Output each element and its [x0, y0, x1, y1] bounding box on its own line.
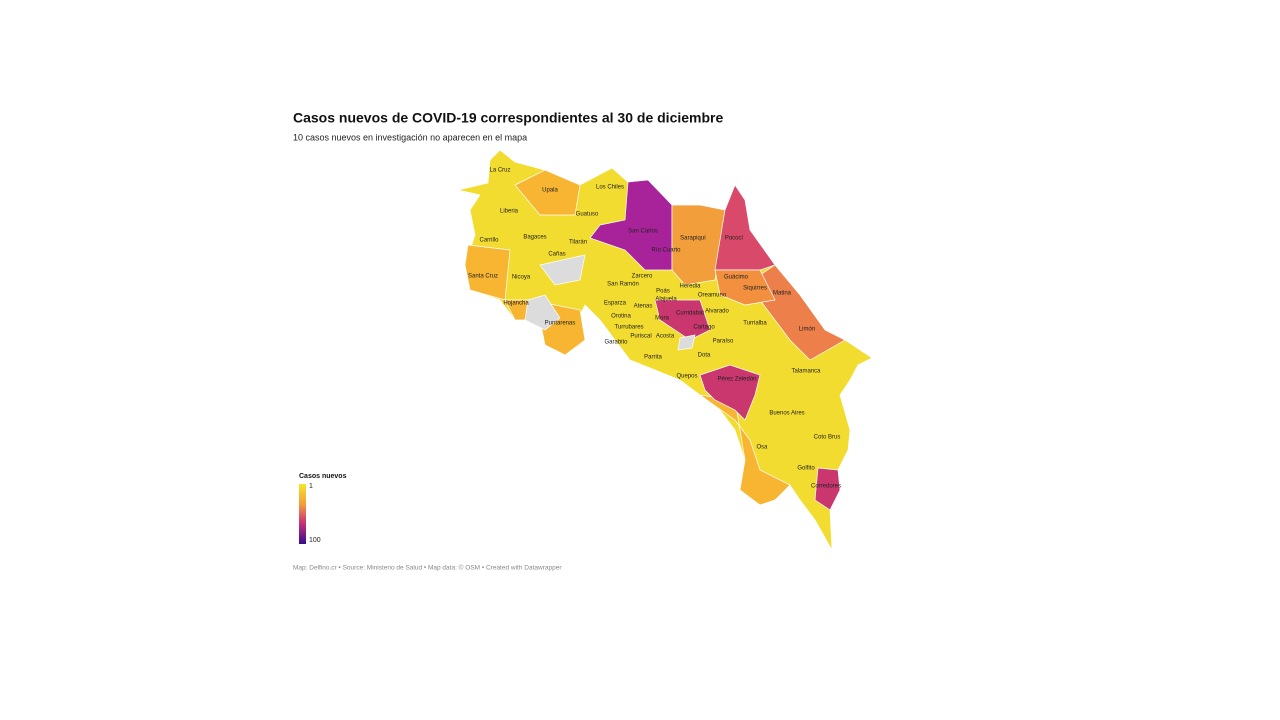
region-label: Quepos [676, 374, 697, 380]
region-label: Siquirres [743, 286, 767, 292]
region-label: Coto Brus [814, 435, 841, 441]
region [589, 179, 673, 271]
region-label: Santa Cruz [468, 274, 498, 280]
region [671, 204, 726, 286]
region-label: San Carlos [628, 229, 658, 235]
region-label: Limón [799, 327, 815, 333]
region-label: Pococí [725, 236, 744, 242]
region-label: Dota [698, 353, 711, 359]
region-label: Cañas [548, 252, 565, 258]
region-label: Matina [773, 291, 792, 297]
map [457, 149, 873, 551]
region-label: Corredores [811, 484, 841, 490]
region [514, 169, 581, 216]
region [654, 299, 711, 341]
region [464, 244, 511, 301]
region-label: Poás [656, 289, 670, 295]
region-label: Turrialba [743, 321, 767, 327]
region-label: Golfito [797, 466, 815, 472]
title: Casos nuevos de COVID-19 correspondiente… [293, 110, 723, 126]
region-label: Tilarán [569, 240, 587, 246]
region-label: Mora [655, 316, 669, 322]
region-label: Alvarado [705, 309, 729, 315]
legend-scale [299, 484, 306, 544]
region-label: Río Cuarto [651, 248, 681, 254]
legend-ticks: 1 100 [309, 483, 321, 544]
region-label: Puriscal [630, 334, 651, 340]
region-label: Paraíso [713, 339, 734, 345]
region-label: Nicoya [512, 275, 531, 281]
region-label: Pérez Zeledón [717, 377, 756, 383]
region-label: Los Chiles [596, 185, 624, 191]
region [699, 394, 791, 506]
legend-tick-label: 1 [309, 483, 313, 490]
region-label: Sarapiquí [680, 236, 706, 242]
region-label: Parrita [644, 355, 662, 361]
footer: Map: Delfino.cr • Source: Ministerio de … [293, 564, 562, 572]
region-label: Hojancha [503, 301, 529, 307]
region-label: Heredia [679, 284, 701, 290]
region-label: San Ramón [607, 282, 639, 288]
region-label: Zarcero [632, 274, 653, 280]
region-label: Puntarenas [545, 321, 576, 327]
region [677, 334, 696, 351]
legend-title: Casos nuevos [299, 473, 347, 480]
region [714, 184, 776, 271]
region-labels: La Cruz Upala Los Chiles Liberia Guatuso San … [468, 168, 841, 490]
region-label: Guatuso [576, 212, 599, 218]
subtitle: 10 casos nuevos en investigación no apar… [293, 132, 527, 142]
region-label: Liberia [500, 209, 519, 215]
region-label: Esparza [604, 301, 627, 307]
region-label: Upala [542, 188, 558, 194]
region-label: Bagaces [523, 235, 546, 241]
region-label: Buenos Aires [769, 411, 804, 417]
region-label: Carrillo [479, 238, 499, 244]
region [814, 467, 841, 511]
region-label: Curridabat [676, 311, 704, 317]
region [539, 254, 586, 286]
region-label: Alajuela [655, 297, 677, 303]
region-label: Orotina [611, 314, 631, 320]
region-label: Talamanca [791, 369, 821, 375]
region-label: Guácimo [724, 275, 749, 281]
region-label: Cartago [693, 325, 715, 331]
region [699, 364, 761, 421]
region-label: Osa [756, 445, 768, 451]
region-label: La Cruz [489, 168, 510, 174]
region-label: Garabito [604, 340, 628, 346]
region [714, 269, 776, 306]
region-label: Turrubares [614, 325, 643, 331]
legend-tick-label: 100 [309, 537, 321, 544]
region-label: Acosta [656, 334, 675, 340]
region-label: Atenas [634, 304, 653, 310]
region-label: Oreamuno [698, 293, 727, 299]
region [524, 294, 561, 331]
